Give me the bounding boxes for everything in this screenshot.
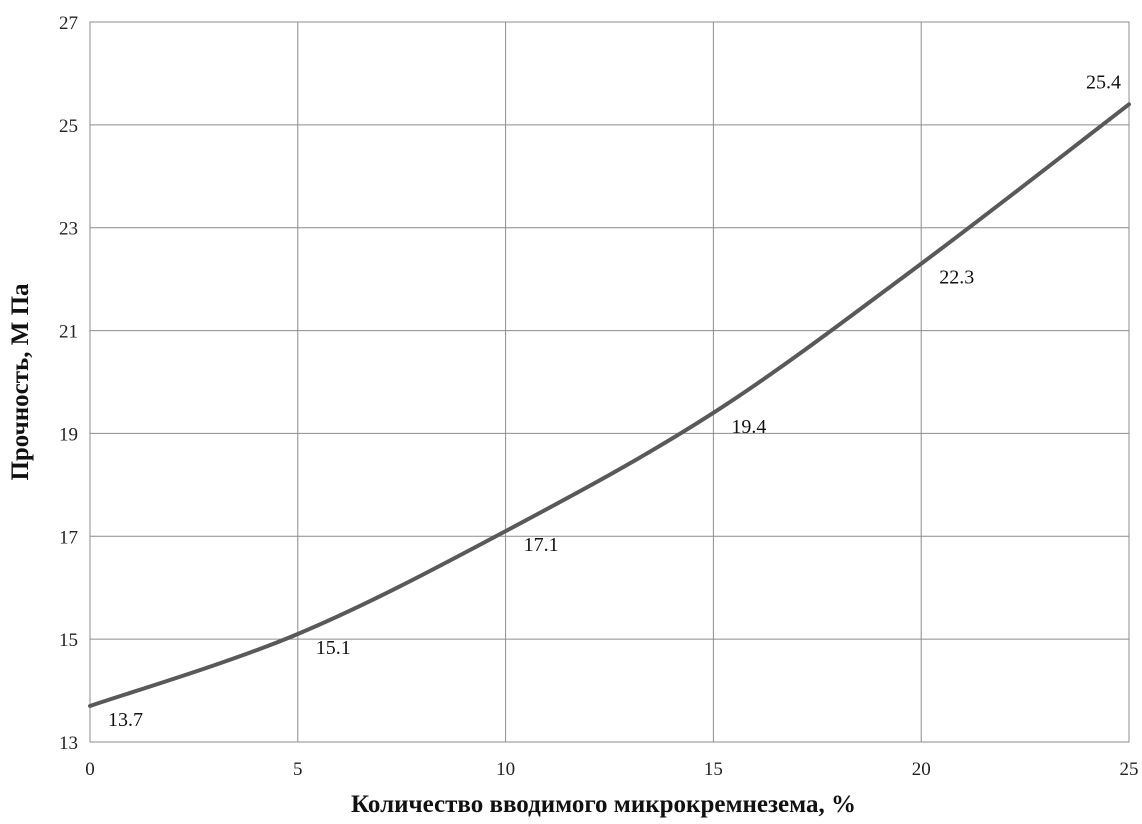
plot-area-border (90, 22, 1129, 742)
data-label: 22.3 (939, 267, 974, 289)
y-tick-label: 25 (59, 116, 78, 137)
x-axis-title: Количество вводимого микрокремнезема, % (351, 791, 856, 818)
x-tick-label: 25 (1120, 759, 1139, 780)
y-tick-label: 27 (59, 13, 78, 34)
y-tick-label: 15 (59, 630, 78, 651)
data-label: 19.4 (731, 416, 766, 438)
x-tick-label: 20 (912, 759, 931, 780)
x-tick-label: 5 (293, 759, 303, 780)
y-tick-label: 13 (59, 733, 78, 754)
data-label: 17.1 (524, 534, 559, 556)
x-tick-label: 15 (704, 759, 723, 780)
data-label: 25.4 (1086, 71, 1121, 93)
series (90, 104, 1129, 706)
y-tick-label: 19 (59, 424, 78, 445)
series-line (90, 104, 1129, 706)
y-axis-title: Прочность, М Па (7, 283, 34, 481)
y-tick-label: 23 (59, 219, 78, 240)
y-tick-label: 17 (59, 527, 78, 548)
grid (90, 22, 1129, 742)
x-tick-label: 0 (85, 759, 95, 780)
tick-labels: 13 15 17 19 21 23 25 27 0 5 10 15 20 25 (59, 13, 1139, 780)
y-tick-label: 21 (59, 322, 78, 343)
data-labels: 13.7 15.1 17.1 19.4 22.3 25.4 (108, 71, 1121, 731)
x-tick-label: 10 (496, 759, 515, 780)
data-label: 15.1 (316, 637, 351, 659)
data-label: 13.7 (108, 709, 143, 731)
